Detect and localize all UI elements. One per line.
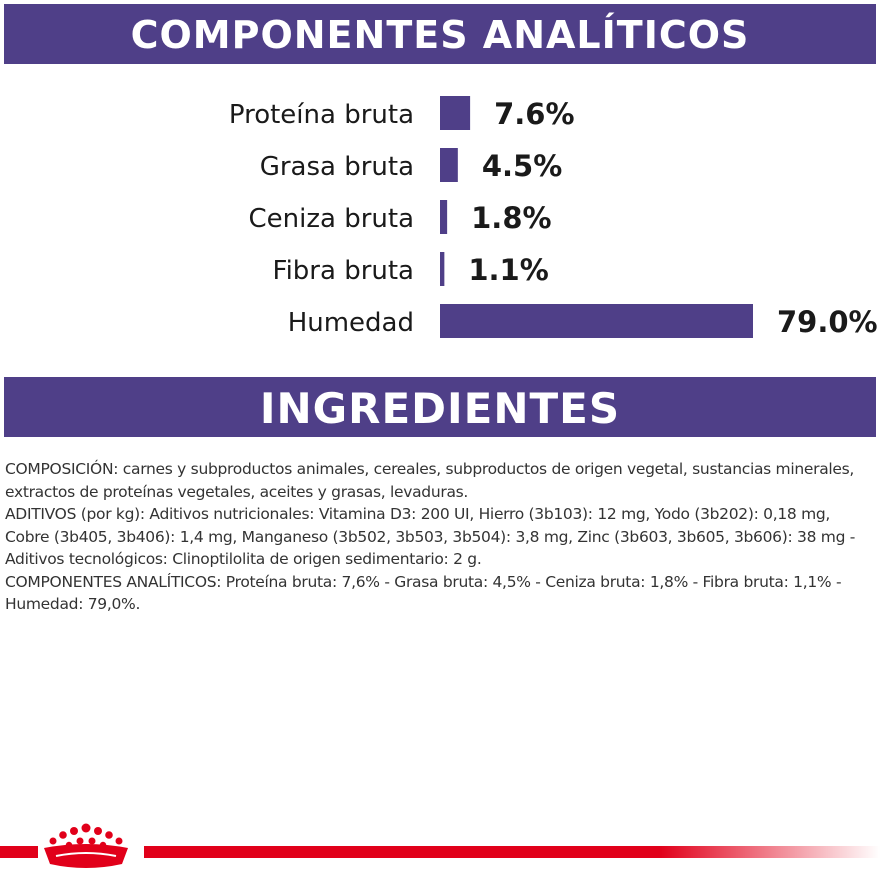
bar-category-label: Grasa bruta xyxy=(260,152,414,182)
bar-category-label: Proteína bruta xyxy=(229,100,414,130)
analytic-summary-paragraph: COMPONENTES ANALÍTICOS: Proteína bruta: … xyxy=(5,572,842,614)
bar-value-label: 7.6% xyxy=(494,97,574,131)
ingredients-banner: INGREDIENTES xyxy=(4,377,876,437)
additives-paragraph: ADITIVOS (por kg): Aditivos nutricionale… xyxy=(5,505,856,568)
analytic-components-banner: COMPONENTES ANALÍTICOS xyxy=(4,4,876,64)
bar xyxy=(440,96,471,130)
bar-value-label: 79.0% xyxy=(777,305,878,339)
bar-value-label: 4.5% xyxy=(482,149,562,183)
bar xyxy=(440,252,445,286)
bar-category-label: Fibra bruta xyxy=(273,256,414,286)
royal-crown-icon xyxy=(44,823,128,868)
bar xyxy=(440,200,448,234)
composition-paragraph: COMPOSICIÓN: carnes y subproductos anima… xyxy=(5,460,855,501)
analytic-components-chart: Proteína bruta 7.6% Grasa bruta 4.5% Ceniza … xyxy=(229,96,878,339)
bar-category-label: Ceniza bruta xyxy=(249,204,415,234)
bar-value-label: 1.1% xyxy=(468,253,548,287)
bar xyxy=(440,148,458,182)
ingredients-text-block: COMPOSICIÓN: carnes y subproductos anima… xyxy=(5,458,877,616)
footer-red-line xyxy=(0,846,880,858)
bar-category-label: Humedad xyxy=(288,308,414,338)
bar xyxy=(440,304,753,338)
bar-value-label: 1.8% xyxy=(471,201,551,235)
